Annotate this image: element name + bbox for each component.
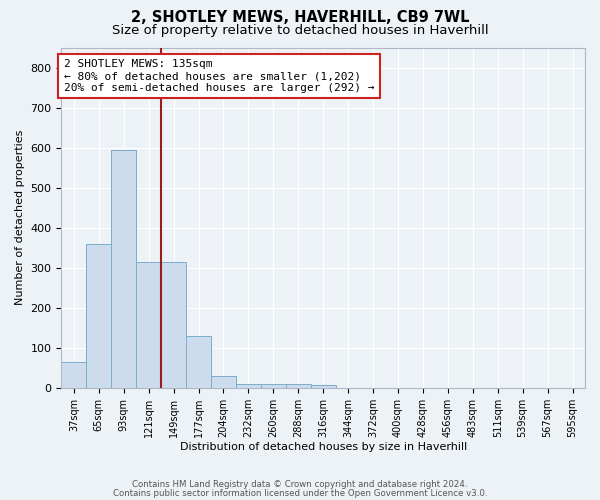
X-axis label: Distribution of detached houses by size in Haverhill: Distribution of detached houses by size … (179, 442, 467, 452)
Y-axis label: Number of detached properties: Number of detached properties (15, 130, 25, 306)
Bar (236, 384, 261, 388)
Bar (61, 362, 86, 388)
Bar (111, 150, 136, 388)
Text: Contains HM Land Registry data © Crown copyright and database right 2024.: Contains HM Land Registry data © Crown c… (132, 480, 468, 489)
Bar (186, 336, 211, 388)
Bar (136, 262, 161, 388)
Bar (86, 244, 111, 388)
Text: Contains public sector information licensed under the Open Government Licence v3: Contains public sector information licen… (113, 488, 487, 498)
Bar (261, 384, 286, 388)
Bar (161, 262, 186, 388)
Bar (311, 384, 335, 388)
Text: 2 SHOTLEY MEWS: 135sqm
← 80% of detached houses are smaller (1,202)
20% of semi-: 2 SHOTLEY MEWS: 135sqm ← 80% of detached… (64, 60, 374, 92)
Text: 2, SHOTLEY MEWS, HAVERHILL, CB9 7WL: 2, SHOTLEY MEWS, HAVERHILL, CB9 7WL (131, 10, 469, 25)
Text: Size of property relative to detached houses in Haverhill: Size of property relative to detached ho… (112, 24, 488, 37)
Bar (286, 384, 311, 388)
Bar (211, 376, 236, 388)
